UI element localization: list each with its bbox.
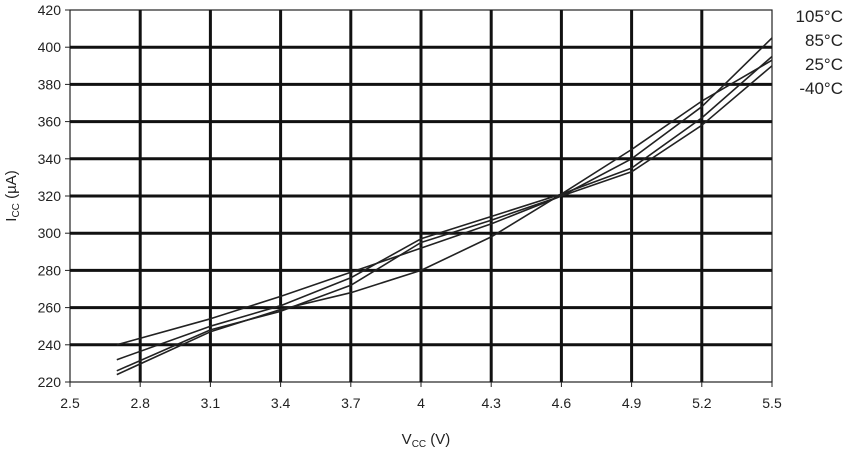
x-tick-label: 5.5 (762, 395, 782, 411)
x-tick-label: 3.4 (271, 395, 291, 411)
x-tick-label: 5.2 (692, 395, 712, 411)
y-tick-label: 260 (38, 300, 62, 316)
x-tick-label: 2.5 (60, 395, 80, 411)
legend-label: 25°C (805, 55, 843, 74)
y-tick-label: 400 (38, 39, 62, 55)
x-tick-label: 4 (417, 395, 425, 411)
y-tick-label: 280 (38, 262, 62, 278)
legend-label: -40°C (799, 79, 843, 98)
x-axis-title: VCC (V) (402, 431, 451, 450)
x-tick-label: 4.9 (622, 395, 642, 411)
legend-label: 105°C (796, 7, 843, 26)
y-tick-label: 320 (38, 188, 62, 204)
x-tick-label: 4.6 (552, 395, 572, 411)
y-tick-label: 240 (38, 337, 62, 353)
y-tick-label: 340 (38, 151, 62, 167)
y-tick-label: 380 (38, 76, 62, 92)
x-tick-label: 2.8 (130, 395, 150, 411)
x-tick-label: 3.7 (341, 395, 361, 411)
y-tick-label: 420 (38, 2, 62, 18)
y-tick-label: 300 (38, 225, 62, 241)
x-tick-label: 4.3 (481, 395, 501, 411)
y-tick-label: 220 (38, 374, 62, 390)
y-tick-label: 360 (38, 114, 62, 130)
y-axis-title: ICC (µA) (3, 170, 22, 221)
legend-label: 85°C (805, 31, 843, 50)
series-line (116, 55, 773, 361)
x-tick-label: 3.1 (201, 395, 221, 411)
series-line (116, 59, 773, 376)
series-line (116, 37, 773, 346)
